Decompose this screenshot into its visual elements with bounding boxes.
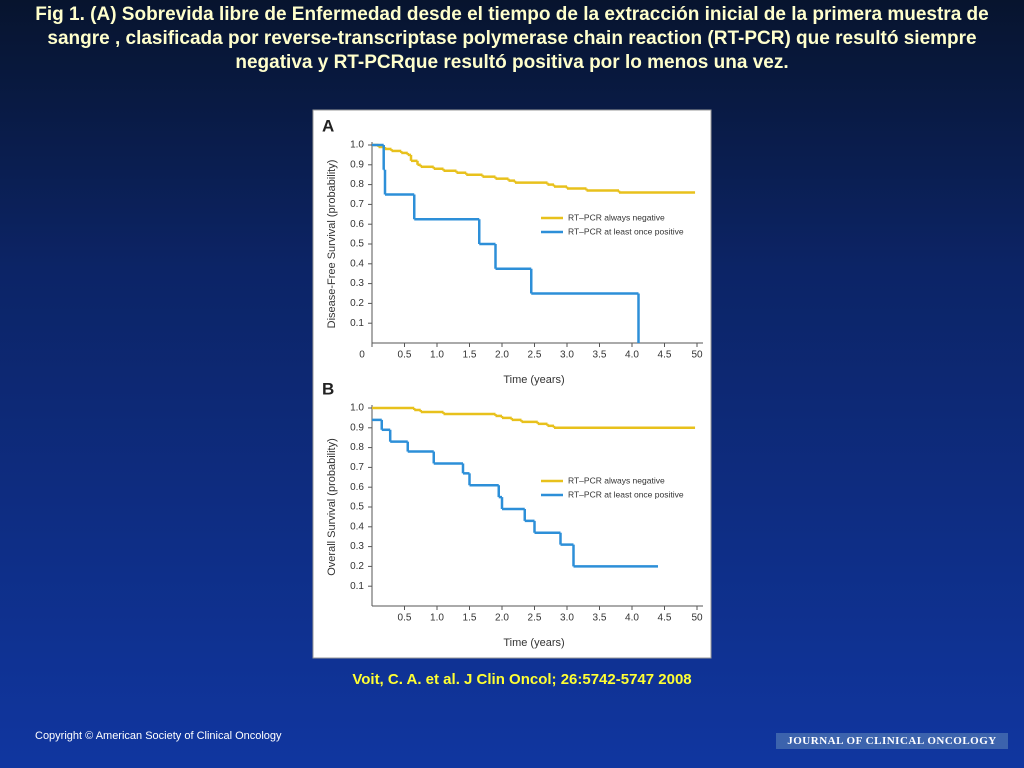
x-tick-label: 1.5 <box>463 350 477 361</box>
y-tick-label: 0.3 <box>350 541 364 552</box>
x-tick-label: 3.5 <box>593 613 607 624</box>
y-tick-label: 1.0 <box>350 140 364 151</box>
x-tick-label: 3.0 <box>560 613 574 624</box>
x-tick-label: 1.0 <box>430 613 444 624</box>
x-tick-label: 1.5 <box>463 613 477 624</box>
journal-logo: JOURNAL OF CLINICAL ONCOLOGY <box>776 733 1008 749</box>
x-tick-label: 2.5 <box>528 350 542 361</box>
legend-label: RT–PCR always negative <box>568 475 665 485</box>
copyright: Copyright © American Society of Clinical… <box>35 730 282 742</box>
x-tick-label: 4.0 <box>625 613 639 624</box>
legend-label: RT–PCR at least once positive <box>568 226 684 236</box>
legend-label: RT–PCR always negative <box>568 212 665 222</box>
y-tick-label: 0.4 <box>350 521 364 532</box>
x-tick-label: 3.5 <box>593 350 607 361</box>
y-tick-label: 0.5 <box>350 502 364 513</box>
y-tick-label: 0.9 <box>350 422 364 433</box>
y-tick-label: 0.6 <box>350 482 364 493</box>
x-tick-label: 50 <box>691 350 703 361</box>
y-tick-label: 0.5 <box>350 239 364 250</box>
y-tick-label: 0.7 <box>350 462 364 473</box>
y-tick-label: 0.1 <box>350 318 364 329</box>
x-tick-label: 0.5 <box>398 350 412 361</box>
x-axis-label: Time (years) <box>503 374 564 386</box>
y-tick-label: 0.3 <box>350 278 364 289</box>
x-tick-label: 3.0 <box>560 350 574 361</box>
x-tick-label: 4.5 <box>658 613 672 624</box>
x-tick-label: 4.0 <box>625 350 639 361</box>
y-tick-label: 0.4 <box>350 258 364 269</box>
panel-label: B <box>322 379 334 398</box>
x-tick-label: 1.0 <box>430 350 444 361</box>
legend-label: RT–PCR at least once positive <box>568 489 684 499</box>
y-tick-label: 0.8 <box>350 179 364 190</box>
x-tick-label: 0 <box>359 350 365 361</box>
y-tick-label: 0.1 <box>350 581 364 592</box>
y-axis-label: Overall Survival (probability) <box>326 438 338 576</box>
y-axis-label: Disease-Free Survival (probability) <box>326 160 338 329</box>
x-tick-label: 2.0 <box>495 613 509 624</box>
y-tick-label: 0.2 <box>350 298 364 309</box>
y-tick-label: 0.7 <box>350 199 364 210</box>
x-tick-label: 2.0 <box>495 350 509 361</box>
x-tick-label: 2.5 <box>528 613 542 624</box>
slide-title: Fig 1. (A) Sobrevida libre de Enfermedad… <box>35 4 989 73</box>
x-tick-label: 0.5 <box>398 613 412 624</box>
x-tick-label: 4.5 <box>658 350 672 361</box>
y-tick-label: 0.6 <box>350 219 364 230</box>
x-tick-label: 50 <box>691 613 703 624</box>
y-tick-label: 0.9 <box>350 159 364 170</box>
y-tick-label: 1.0 <box>350 403 364 414</box>
y-tick-label: 0.8 <box>350 442 364 453</box>
y-tick-label: 0.2 <box>350 561 364 572</box>
x-axis-label: Time (years) <box>503 637 564 649</box>
panel-label: A <box>322 116 334 135</box>
citation: Voit, C. A. et al. J Clin Oncol; 26:5742… <box>352 671 692 688</box>
